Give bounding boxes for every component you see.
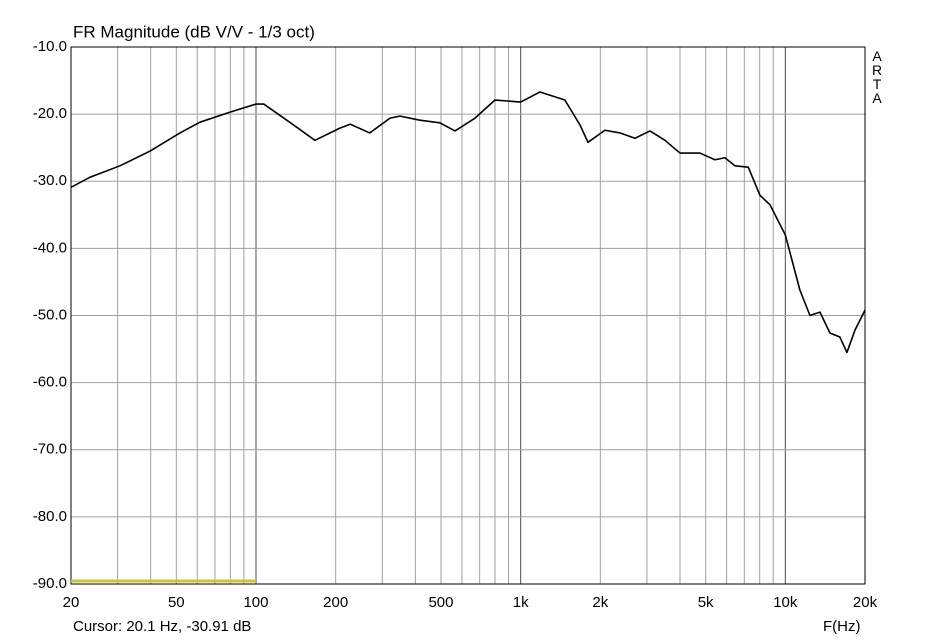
cursor-readout: Cursor: 20.1 Hz, -30.91 dB bbox=[73, 618, 251, 635]
y-tick-label: -30.0 bbox=[33, 172, 67, 189]
x-tick-label: 50 bbox=[168, 594, 185, 611]
x-tick-label: 5k bbox=[698, 594, 714, 611]
side-label: ARTA bbox=[869, 48, 885, 104]
x-tick-label: 200 bbox=[323, 594, 348, 611]
y-tick-label: -90.0 bbox=[33, 575, 67, 592]
x-tick-label: 100 bbox=[243, 594, 268, 611]
y-tick-label: -40.0 bbox=[33, 239, 67, 256]
y-tick-label: -80.0 bbox=[33, 508, 67, 525]
y-tick-label: -70.0 bbox=[33, 441, 67, 458]
x-axis-label: F(Hz) bbox=[823, 618, 861, 635]
plot-frame bbox=[70, 46, 866, 585]
y-tick-label: -60.0 bbox=[33, 374, 67, 391]
y-tick-label: -20.0 bbox=[33, 105, 67, 122]
x-tick-label: 500 bbox=[428, 594, 453, 611]
x-tick-label: 1k bbox=[513, 594, 529, 611]
x-tick-label: 10k bbox=[773, 594, 798, 611]
x-tick-label: 2k bbox=[592, 594, 608, 611]
x-tick-label: 20 bbox=[63, 594, 80, 611]
response-curve bbox=[70, 91, 866, 354]
y-tick-label: -50.0 bbox=[33, 306, 67, 323]
y-tick-label: -10.0 bbox=[33, 38, 67, 55]
chart-title: FR Magnitude (dB V/V - 1/3 oct) bbox=[73, 22, 315, 41]
x-tick-label: 20k bbox=[853, 594, 878, 611]
